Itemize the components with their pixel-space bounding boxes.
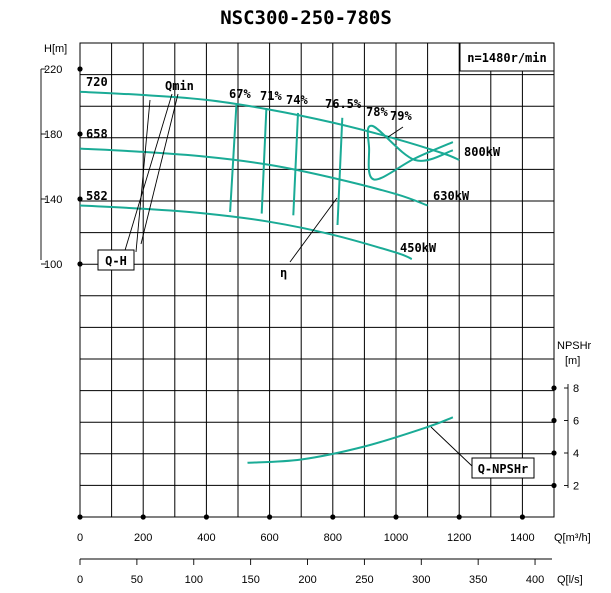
y-npsh-tick-label: 6 [573, 416, 579, 428]
diameter-label-720: 720 [86, 75, 108, 89]
efficiency-line [229, 104, 238, 213]
efficiency-line [292, 112, 299, 216]
x-tick-label: 400 [197, 532, 215, 544]
x2-tick-label: 400 [526, 574, 544, 586]
x-axis-ticks: 0 200 400 600 800 1000 1200 1400 [77, 514, 535, 544]
x-tick-label: 1200 [447, 532, 471, 544]
x-tick-label: 1400 [510, 532, 534, 544]
y-head-tick-label: 180 [44, 129, 62, 141]
x2-axis-label: Q[l/s] [557, 574, 583, 586]
x-tick-dot [203, 514, 209, 520]
x-tick-dot [519, 514, 526, 520]
npsh-label: Q-NPSHr [478, 462, 529, 476]
y-npsh-tick-label: 4 [573, 448, 579, 460]
eta79-leader [387, 126, 404, 138]
x2-tick-label: 0 [77, 574, 83, 586]
y-npsh-tick-label: 2 [573, 481, 579, 493]
grid-vertical-lines [111, 43, 523, 517]
x-tick-label: 200 [134, 532, 152, 544]
speed-label-box [459, 42, 555, 72]
efficiency-label-71: 71% [260, 89, 282, 103]
y-head-axis-label: H[m] [44, 43, 67, 55]
efficiency-line [336, 117, 344, 226]
y-head-dot [77, 131, 83, 137]
eta-leader [289, 197, 338, 263]
x2-tick-label: 250 [355, 574, 373, 586]
y-head-dot [77, 196, 83, 202]
grid-horizontal-lines [80, 74, 554, 486]
x-tick-dot [267, 514, 273, 520]
qh-label: Q-H [105, 254, 127, 268]
efficiency-label-67: 67% [229, 87, 251, 101]
y-head-tick-label: 100 [44, 259, 62, 271]
x-tick-dot [456, 514, 462, 520]
x-tick-label: 600 [260, 532, 278, 544]
qmin-label: Qmin [165, 79, 194, 93]
qh-leader [135, 99, 151, 253]
eta-label: η [280, 266, 287, 280]
y-head-dot [77, 66, 83, 72]
power-label-800kw: 800kW [464, 145, 501, 159]
npsh-curve [247, 416, 454, 464]
y-npsh-dot [551, 417, 557, 424]
y-npsh-tick-label: 8 [573, 383, 579, 395]
diameter-label-658: 658 [86, 127, 108, 141]
efficiency-line [260, 107, 268, 214]
y-npsh-dot [551, 482, 557, 489]
qh-label-box [97, 249, 135, 271]
y-npsh-ticks: 8 6 4 2 [551, 383, 579, 493]
efficiency-label-79: 79% [390, 109, 412, 123]
x2-tick-label: 150 [241, 574, 259, 586]
efficiency-79-loop [366, 124, 454, 181]
x-tick-dot [77, 514, 83, 520]
x-axis-label: Q[m³/h] [554, 532, 591, 544]
plot-frame [79, 42, 555, 518]
npsh-leader [430, 426, 473, 467]
qmin-leader-1 [140, 93, 179, 245]
y-head-tick-label: 140 [44, 194, 62, 206]
efficiency-labels: 67% 71% 74% 76.5% 78% 79% [229, 87, 412, 123]
y-npsh-dot [551, 450, 557, 456]
efficiency-label-74: 74% [286, 93, 308, 107]
x-tick-dot [330, 514, 336, 520]
x2-tick-label: 200 [298, 574, 316, 586]
curves-layer [79, 90, 460, 464]
diameter-label-582: 582 [86, 189, 108, 203]
x2-tick-label: 300 [412, 574, 430, 586]
y-head-tick-label: 220 [44, 64, 62, 76]
head-curve-582 [79, 204, 413, 261]
x-tick-dot [393, 514, 399, 520]
y-npsh-dot [551, 385, 557, 391]
x-tick-label: 1000 [384, 532, 408, 544]
y-npsh-axis-label-1: NPSHr [557, 340, 592, 352]
y-head-ticks: 220 180 140 100 [41, 64, 83, 271]
x-tick-label: 0 [77, 532, 83, 544]
efficiency-label-76-5: 76.5% [325, 97, 362, 111]
chart-title: NSC300-250-780S [220, 7, 392, 29]
qmin-leader-2 [122, 93, 173, 258]
power-label-630kw: 630kW [433, 189, 470, 203]
x2-axis-ticks: 0 50 100 150 200 250 300 350 400 [77, 559, 544, 586]
npsh-label-box [471, 457, 535, 479]
x2-tick-label: 50 [131, 574, 143, 586]
x-tick-dot [140, 514, 146, 520]
x2-tick-label: 100 [185, 574, 203, 586]
head-curve-658 [79, 147, 428, 207]
x2-tick-label: 350 [469, 574, 487, 586]
diameter-labels: 720 658 582 [86, 75, 108, 203]
power-label-450kw: 450kW [400, 241, 437, 255]
x-tick-label: 800 [324, 532, 342, 544]
head-curve-720 [79, 90, 460, 161]
y-npsh-axis-label-2: [m] [565, 355, 580, 367]
y-head-dot [77, 261, 83, 267]
speed-label: n=1480r/min [467, 51, 546, 65]
efficiency-label-78: 78% [366, 105, 388, 119]
power-labels: 800kW 630kW 450kW [400, 145, 501, 255]
